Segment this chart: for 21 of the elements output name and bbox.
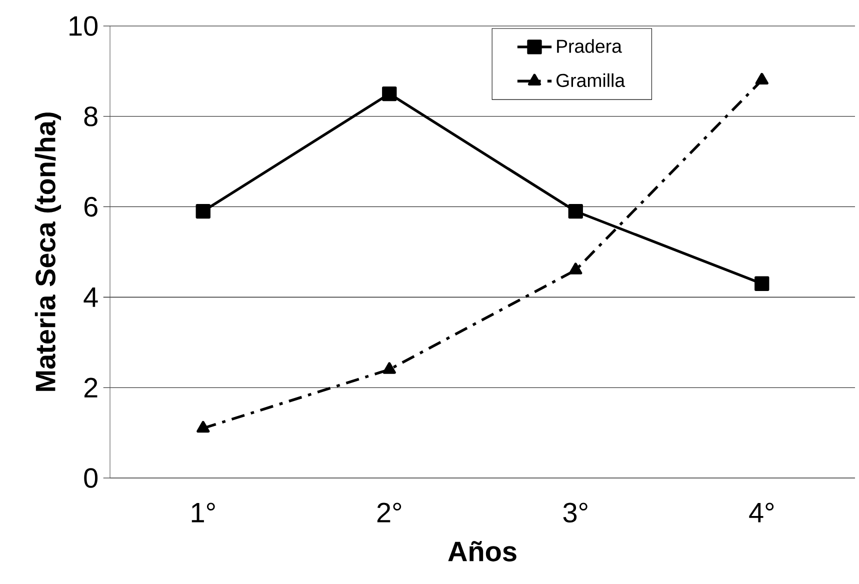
x-tick-label: 4° [749,502,774,522]
point [568,204,583,219]
y-tick-label: 8 [84,106,98,126]
y-tick-label: 2 [84,378,98,398]
y-tick-label: 6 [84,196,98,217]
point [382,362,396,374]
point [754,276,770,291]
point [196,420,210,433]
point [196,204,210,219]
point [569,262,582,274]
point [382,86,397,102]
x-tick-label: 1° [192,502,215,522]
y-tick-label: 10 [70,16,98,36]
legend-label: Gramilla [556,73,626,88]
y-axis-title: Materia Seca (ton/ha) [34,112,61,391]
x-tick-label: 3° [563,502,588,523]
y-tick-label: 4 [84,288,98,307]
x-tick-label: 2° [377,502,402,522]
y-tick-label: 0 [84,468,98,488]
x-axis-title: Años [448,541,516,562]
legend-label: Pradera [557,39,622,53]
